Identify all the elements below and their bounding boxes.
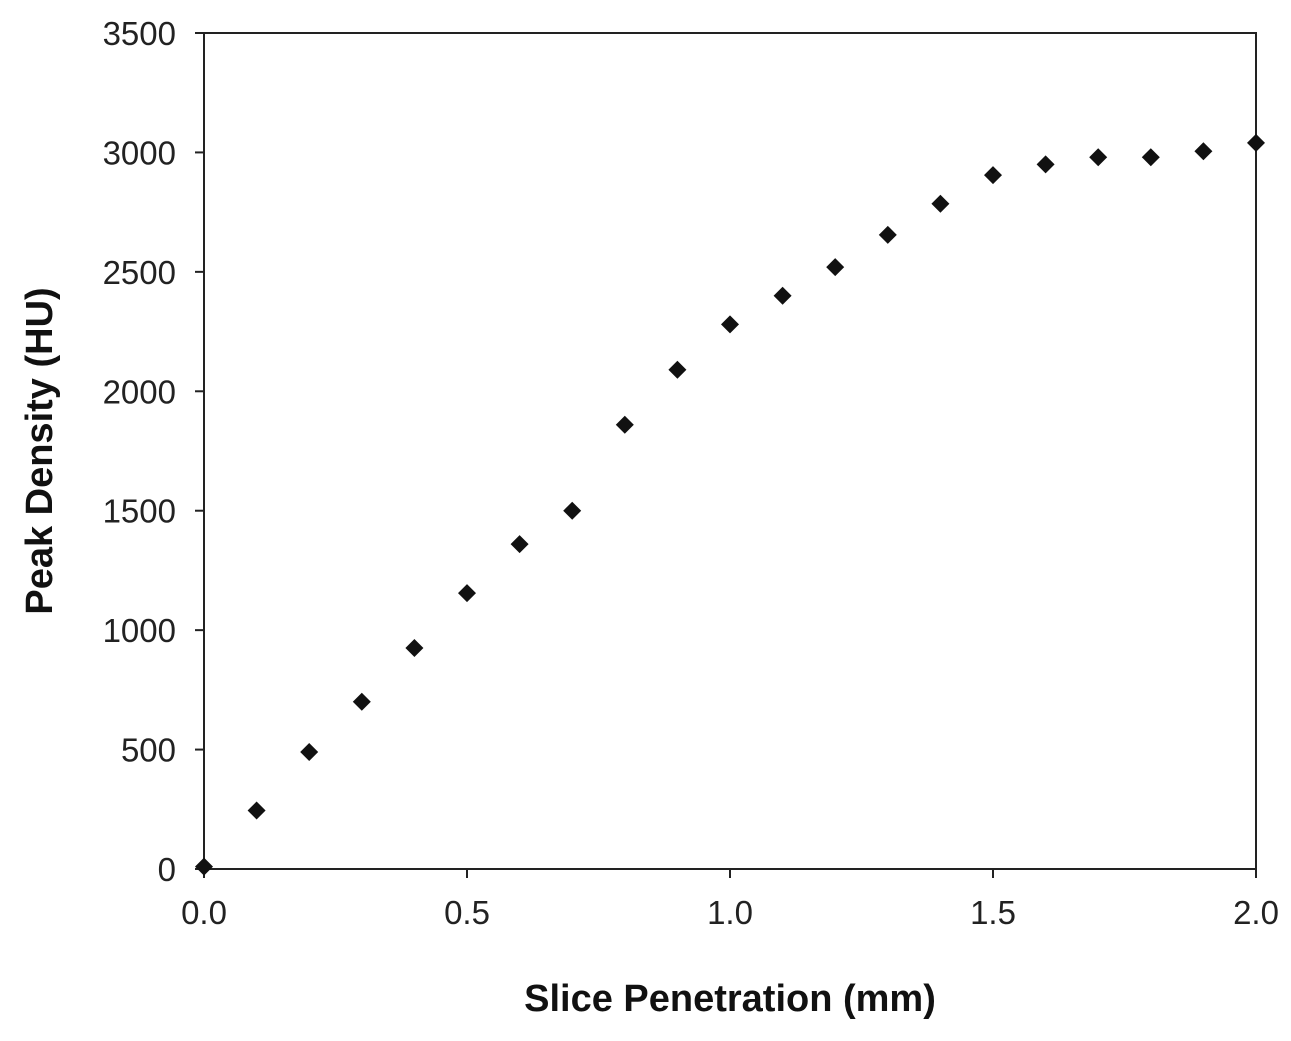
x-axis-title: Slice Penetration (mm) — [524, 978, 936, 1020]
y-tick-label: 3000 — [103, 134, 176, 171]
data-point-marker — [1036, 155, 1055, 174]
data-point-marker — [510, 535, 529, 554]
y-tick-label: 3500 — [103, 15, 176, 52]
y-tick-label: 0 — [158, 851, 176, 888]
x-axis-ticks: 0.0 0.5 1.0 1.5 2.0 — [181, 869, 1279, 931]
y-tick-label: 2000 — [103, 373, 176, 410]
data-point-marker — [1141, 148, 1160, 167]
data-point-marker — [405, 639, 424, 658]
y-tick-label: 2500 — [103, 254, 176, 291]
data-point-marker — [984, 166, 1002, 185]
x-tick-label: 0.5 — [444, 894, 490, 931]
x-tick-label: 0.0 — [181, 894, 227, 931]
data-point-marker — [878, 225, 897, 244]
x-tick-label: 1.0 — [707, 894, 753, 931]
data-point-marker — [563, 501, 582, 520]
data-point-marker — [247, 801, 266, 820]
data-point-marker — [773, 286, 792, 305]
data-point-marker — [615, 415, 634, 434]
data-point-marker — [668, 360, 687, 379]
data-point-marker — [458, 584, 476, 603]
data-points — [195, 133, 1265, 876]
data-point-marker — [1247, 133, 1265, 152]
y-axis-title: Peak Density (HU) — [19, 287, 61, 614]
data-point-marker — [931, 194, 950, 213]
y-tick-label: 1500 — [103, 493, 176, 530]
data-point-marker — [721, 315, 739, 334]
data-point-marker — [352, 692, 371, 711]
x-tick-label: 1.5 — [970, 894, 1016, 931]
y-axis-ticks: 0 500 1000 1500 2000 2500 3000 3500 — [103, 15, 204, 888]
data-point-marker — [1089, 148, 1108, 167]
data-point-marker — [195, 857, 213, 876]
data-point-marker — [1194, 142, 1213, 161]
data-point-marker — [826, 258, 845, 277]
data-point-marker — [300, 742, 319, 761]
y-tick-label: 1000 — [103, 612, 176, 649]
x-tick-label: 2.0 — [1233, 894, 1279, 931]
y-tick-label: 500 — [121, 732, 176, 769]
